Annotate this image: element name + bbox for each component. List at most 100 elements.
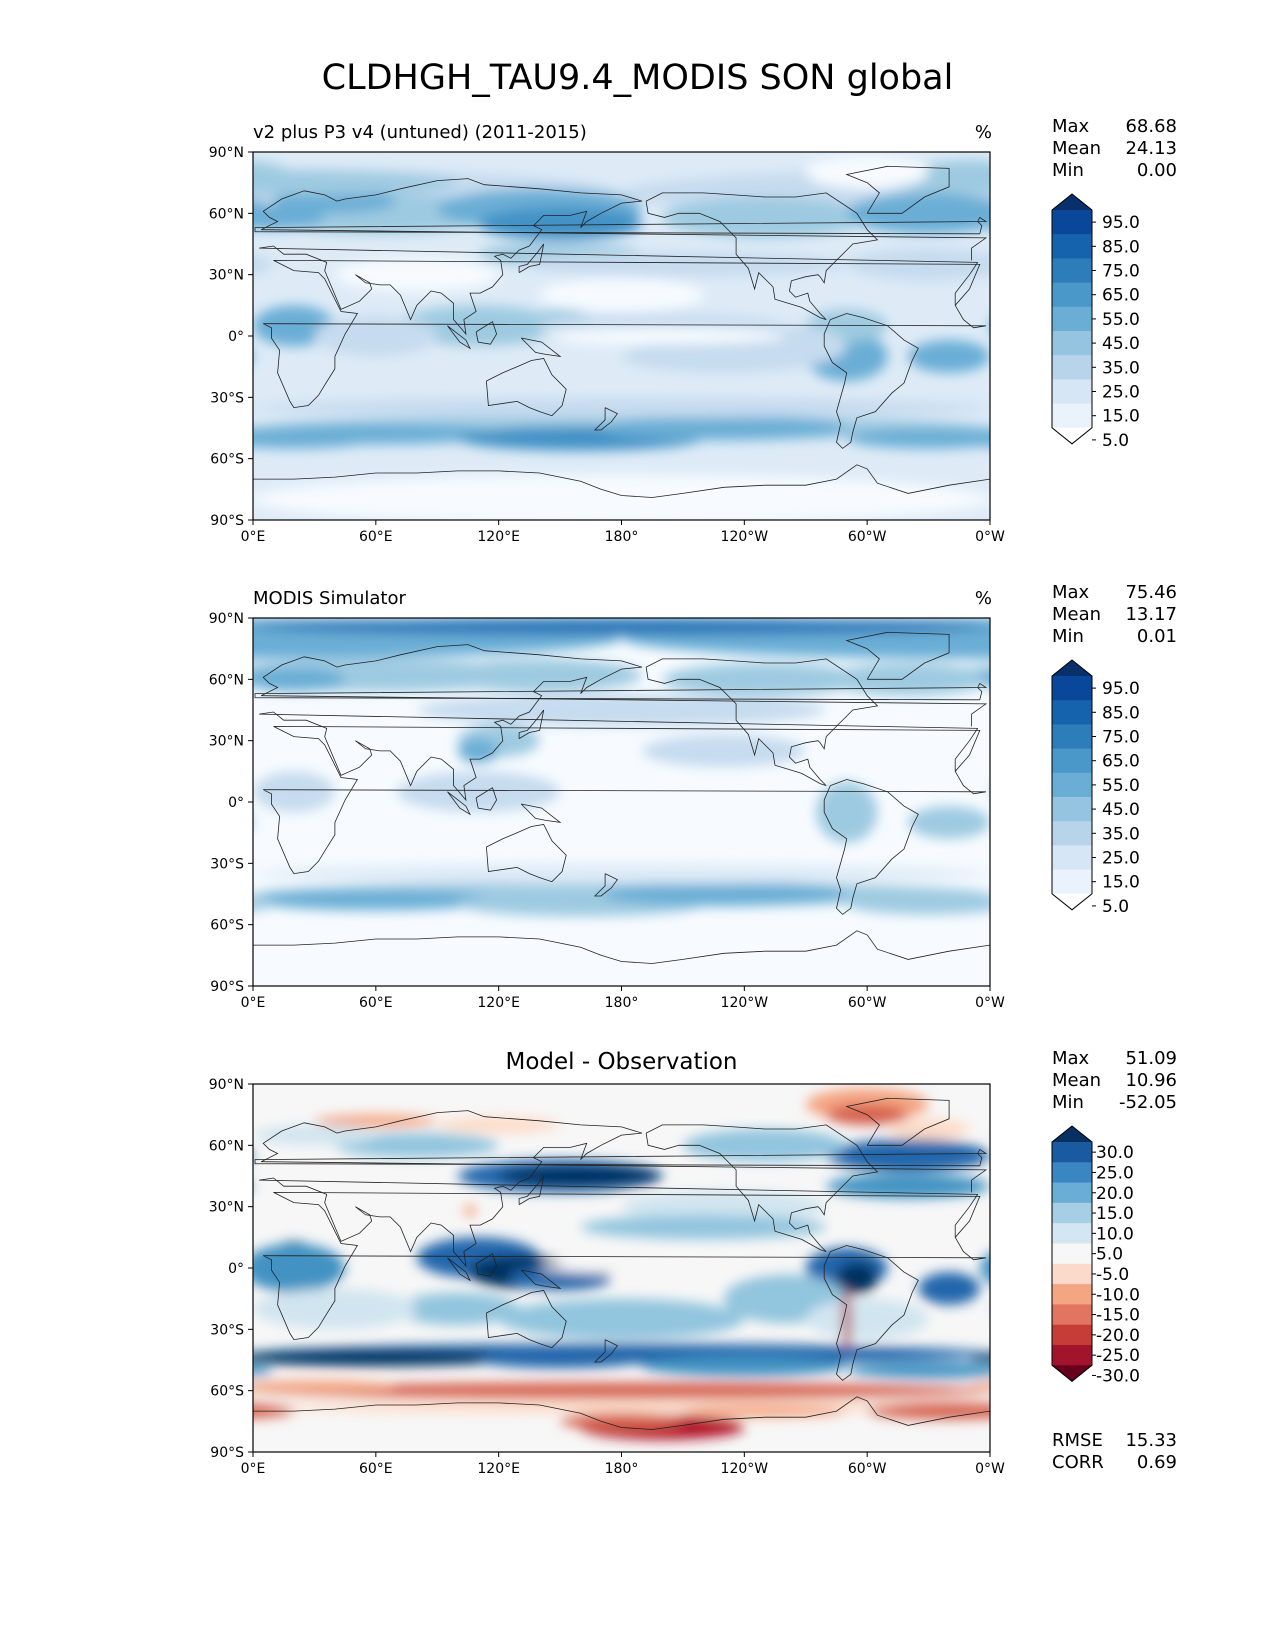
- panel-1-min-label: Min: [1052, 160, 1084, 181]
- coastline: [259, 644, 988, 802]
- map-panel-2: 90°N 60°N 30°N 0° 30°S 60°S 90°S0°E 60°E 120°E 18…: [0, 611, 1275, 1011]
- field-blob: [0, 1262, 48, 1274]
- lon-tick-label: 60°E: [359, 529, 393, 545]
- field-blob: [1195, 1160, 1275, 1193]
- field-blob: [908, 340, 990, 373]
- field-blob: [0, 735, 69, 768]
- field-blob: [253, 1288, 417, 1330]
- field-blob: [1154, 1237, 1275, 1278]
- field-blob: [253, 170, 458, 195]
- colorbar-label: 20.0: [1096, 1184, 1134, 1204]
- field-blob: [662, 196, 868, 238]
- field-blob: [253, 475, 990, 520]
- field-blob: [641, 734, 806, 768]
- colorbar-segment: [1052, 845, 1092, 871]
- colorbar-segment: [1052, 1162, 1092, 1184]
- field-blob: [253, 667, 346, 692]
- field-blob: [969, 1382, 990, 1391]
- field-blob: [463, 1204, 477, 1217]
- lon-tick-label: 0°E: [241, 529, 266, 545]
- field-blob: [539, 327, 786, 345]
- field-blob: [805, 156, 929, 189]
- field-blob: [990, 1125, 1113, 1145]
- field-blob: [1154, 694, 1275, 727]
- field-blob: [908, 806, 990, 839]
- field-blob: [1174, 189, 1275, 230]
- field-blob: [89, 1174, 253, 1199]
- field-blob: [396, 356, 520, 398]
- field-blob: [682, 1128, 847, 1162]
- coastline: [475, 787, 498, 811]
- lon-tick-label: 120°W: [721, 1461, 769, 1477]
- lat-tick-label: 60°S: [210, 918, 244, 934]
- lat-tick-label: 0°: [228, 795, 244, 811]
- field-blob: [1256, 309, 1275, 342]
- colorbar-label: 25.0: [1096, 1163, 1134, 1183]
- coastline: [518, 1175, 545, 1205]
- colorbar-segment: [1052, 355, 1092, 380]
- lat-tick-label: 30°N: [209, 734, 244, 750]
- field-blob: [253, 397, 990, 418]
- field-blob: [918, 1272, 980, 1305]
- field-blob: [334, 258, 499, 292]
- coastline: [823, 779, 919, 915]
- field-blob: [846, 192, 990, 234]
- field-blob: [69, 332, 151, 381]
- field-blob: [1072, 258, 1236, 291]
- lat-tick-label: 60°S: [210, 1384, 244, 1400]
- colorbar-label: 95.0: [1102, 213, 1140, 233]
- field-layer: [0, 618, 1275, 986]
- panel-1-mean-value: 24.13: [1125, 138, 1177, 159]
- colorbar-label: 15.0: [1102, 873, 1140, 893]
- panel-1-mean-label: Mean: [1052, 138, 1102, 159]
- colorbar-panel-1: 95.0 85.0 75.0 65.0 55.0 45.0 35.0 25.0 15.0 5.0: [1051, 193, 1140, 451]
- coastline-antarctica: [253, 464, 990, 498]
- panel-2-min-value: 0.01: [1136, 626, 1177, 647]
- panel-1-units: %: [974, 122, 992, 143]
- field-blob: [1246, 1266, 1275, 1291]
- field-blob: [846, 428, 990, 449]
- panel-3-max-label: Max: [1052, 1048, 1090, 1069]
- field-blob: [1201, 1205, 1213, 1217]
- coastline: [645, 658, 879, 786]
- field-blob: [1195, 892, 1275, 917]
- panel-1-max-value: 68.68: [1125, 116, 1177, 137]
- colorbar-outline: [1051, 193, 1093, 445]
- coastline: [263, 1192, 986, 1341]
- field-blob: [1195, 739, 1236, 764]
- colorbar-label: 55.0: [1102, 776, 1140, 796]
- field-blob: [1051, 1115, 1174, 1127]
- lat-tick-label: 60°N: [209, 1138, 244, 1154]
- coastline-antarctica: [253, 1396, 990, 1430]
- field-blob: [826, 662, 990, 696]
- lon-tick-label: 0°W: [975, 529, 1005, 545]
- map-panel-3: 90°N 60°N 30°N 0° 30°S 60°S 90°S0°E 60°E 120°E 18…: [0, 1077, 1275, 1477]
- field-blob: [457, 738, 499, 764]
- coastline: [486, 824, 567, 883]
- coastline: [263, 726, 986, 875]
- field-blob: [979, 1253, 990, 1283]
- field-blob: [0, 328, 48, 344]
- lat-tick-label: 30°S: [210, 856, 244, 872]
- lat-tick-label: 60°S: [210, 452, 244, 468]
- lat-tick-label: 90°S: [210, 513, 244, 529]
- field-blob: [539, 1261, 786, 1275]
- lon-tick-label: 60°E: [359, 995, 393, 1011]
- field-blob: [846, 1362, 990, 1379]
- lon-tick-label: 120°E: [477, 995, 520, 1011]
- field-blob: [69, 1088, 192, 1121]
- field-blob: [846, 894, 990, 915]
- field-blob: [478, 1351, 642, 1369]
- coastline: [475, 321, 498, 345]
- field-blob: [1174, 659, 1275, 692]
- field-blob: [601, 415, 847, 441]
- colorbar-segment: [1052, 1345, 1092, 1366]
- field-blob: [253, 1382, 990, 1399]
- coastline: [254, 682, 988, 701]
- panel-1-title: v2 plus P3 v4 (untuned) (2011-2015): [253, 122, 587, 143]
- field-blob: [253, 1364, 274, 1376]
- lon-tick-label: 180°: [605, 1461, 639, 1477]
- colorbar-segment: [1052, 676, 1092, 701]
- colorbar-extend-top: [1052, 194, 1092, 210]
